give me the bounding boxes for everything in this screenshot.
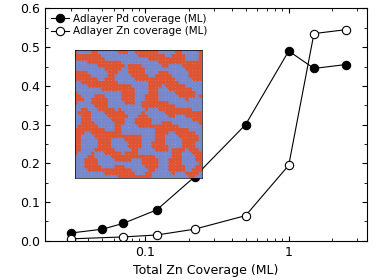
Adlayer Pd coverage (ML) — [287, 49, 291, 53]
Adlayer Zn coverage (ML) — [312, 32, 316, 35]
Adlayer Zn coverage (ML) — [192, 227, 197, 231]
Adlayer Pd coverage (ML) — [68, 231, 73, 235]
Adlayer Zn coverage (ML) — [243, 214, 248, 217]
Adlayer Pd coverage (ML) — [344, 63, 348, 66]
X-axis label: Total Zn Coverage (ML): Total Zn Coverage (ML) — [133, 264, 279, 277]
Line: Adlayer Pd coverage (ML): Adlayer Pd coverage (ML) — [67, 47, 350, 237]
Adlayer Pd coverage (ML) — [121, 222, 125, 225]
Line: Adlayer Zn coverage (ML): Adlayer Zn coverage (ML) — [67, 25, 350, 243]
Adlayer Pd coverage (ML) — [243, 123, 248, 126]
Adlayer Pd coverage (ML) — [312, 67, 316, 70]
Adlayer Zn coverage (ML) — [287, 164, 291, 167]
Adlayer Pd coverage (ML) — [192, 175, 197, 179]
Adlayer Zn coverage (ML) — [344, 28, 348, 31]
Adlayer Zn coverage (ML) — [68, 237, 73, 241]
Legend: Adlayer Pd coverage (ML), Adlayer Zn coverage (ML): Adlayer Pd coverage (ML), Adlayer Zn cov… — [48, 11, 210, 38]
Adlayer Pd coverage (ML) — [155, 208, 159, 211]
Adlayer Zn coverage (ML) — [121, 235, 125, 239]
Adlayer Zn coverage (ML) — [155, 233, 159, 237]
Adlayer Pd coverage (ML) — [100, 227, 105, 231]
